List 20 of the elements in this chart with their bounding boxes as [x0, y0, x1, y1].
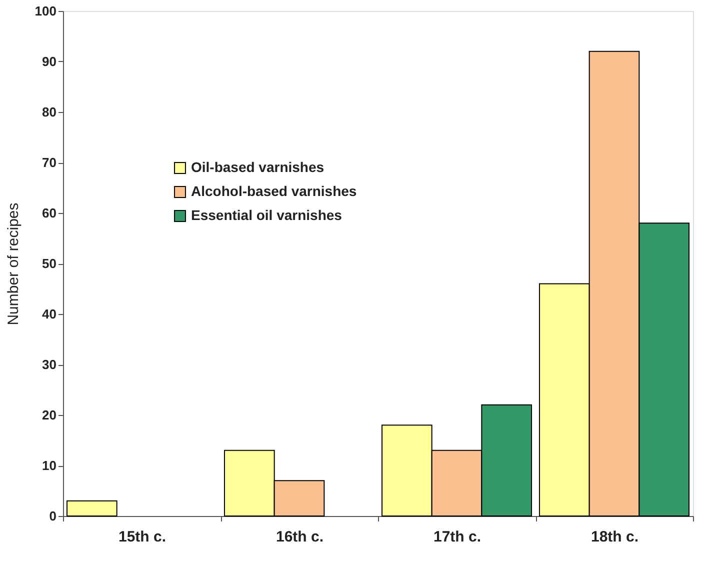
y-tick-label: 40 [42, 306, 56, 322]
x-tick-label: 15th c. [118, 528, 166, 546]
y-tick-label: 30 [42, 357, 56, 372]
legend-label: Oil-based varnishes [191, 159, 324, 175]
y-tick-label: 20 [42, 408, 56, 422]
y-tick-label: 100 [34, 4, 56, 18]
x-tick-label: 18th c. [590, 528, 639, 546]
legend-label: Alcohol-based varnishes [191, 183, 357, 199]
y-tick-label: 50 [42, 256, 56, 271]
y-tick-label: 90 [42, 54, 56, 69]
x-tick-label: 16th c. [276, 528, 324, 546]
bar [66, 500, 118, 516]
y-tick-label: 0 [49, 508, 56, 524]
y-axis-title: Number of recipes [4, 202, 22, 326]
y-tick-label: 60 [42, 206, 56, 220]
x-tick-label: 17th c. [433, 528, 482, 546]
y-tick-label: 80 [42, 104, 56, 120]
y-tick-label: 10 [42, 458, 56, 473]
legend-label: Essential oil varnishes [191, 207, 342, 223]
y-tick-label: 70 [42, 155, 56, 170]
